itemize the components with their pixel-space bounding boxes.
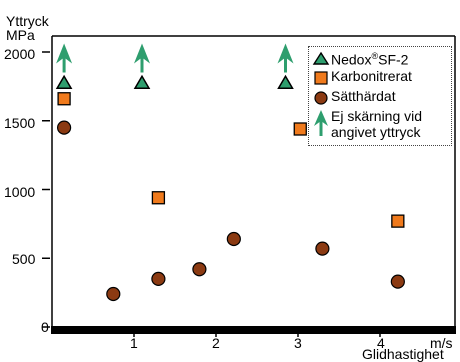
- square-marker: [391, 214, 405, 228]
- arrow-up-marker-shaft: [284, 56, 287, 73]
- arrow-up-marker-shaft: [62, 56, 66, 73]
- legend-label-nedox-suffix: SF-2: [378, 51, 409, 68]
- y-tick-label-0: 0: [41, 319, 49, 335]
- triangle-marker-icon: [312, 51, 330, 65]
- x-tick-label-1: 1: [130, 335, 138, 351]
- arrow-up-marker-shaft: [140, 56, 144, 73]
- circle-marker: [106, 286, 121, 302]
- legend: Nedox®SF-2 Karbonitrerat Sätthärdat Ej s…: [308, 46, 452, 146]
- y-tick-label-1500: 1500: [4, 115, 36, 131]
- circle-marker: [151, 271, 166, 286]
- legend-label-nedox: Nedox: [331, 51, 372, 68]
- y-tick-label-2000: 2000: [4, 46, 36, 62]
- triangle-marker: [55, 74, 73, 89]
- legend-label-nedox-superscript: ®: [371, 51, 379, 61]
- x-tick-label-4: 4: [377, 335, 385, 351]
- x-tick-label-3: 3: [294, 335, 302, 351]
- data-points: [55, 43, 405, 302]
- legend-label-satthardat: Sätthärdat: [331, 88, 396, 104]
- legend-item-nedox: Nedox®SF-2: [309, 47, 453, 67]
- triangle-marker: [133, 74, 151, 89]
- circle-marker: [56, 120, 72, 135]
- x-tick-label-2: 2: [212, 335, 220, 351]
- y-axis-label-line-2: MPa: [6, 27, 35, 43]
- square-marker: [293, 122, 307, 136]
- axes: [42, 35, 456, 337]
- arrow-up-marker-icon: [314, 110, 328, 136]
- arrow-up-marker: [56, 43, 73, 64]
- square-marker: [57, 92, 71, 106]
- legend-label-ej-skarning-line-1: Ej skärning vid: [331, 108, 423, 124]
- x-axis-unit: m/s: [430, 335, 453, 351]
- x-axis-bar: [51, 326, 456, 334]
- arrow-up-marker: [134, 43, 150, 64]
- circle-marker: [226, 231, 241, 247]
- circle-marker: [315, 241, 330, 256]
- y-tick-label-1000: 1000: [4, 184, 36, 200]
- square-marker: [151, 191, 166, 205]
- x-axis-label: Glidhastighet: [362, 346, 444, 362]
- square-marker-icon: [314, 71, 328, 85]
- circle-marker: [390, 274, 405, 289]
- circle-marker: [192, 262, 207, 277]
- legend-label-karbonitrerat: Karbonitrerat: [331, 68, 412, 84]
- legend-item-satthardat: Sätthärdat: [309, 87, 453, 107]
- y-tick-label-500: 500: [12, 251, 36, 267]
- legend-label-ej-skarning-line-2: angivet yttryck: [331, 124, 421, 140]
- y-axis-label-line-1: Yttryck: [6, 13, 49, 29]
- legend-item-karbonitrerat: Karbonitrerat: [309, 67, 453, 87]
- arrow-up-marker: [277, 43, 294, 64]
- circle-marker-icon: [314, 91, 328, 105]
- legend-item-ej-skarning: Ej skärning vid angivet yttryck: [309, 107, 453, 145]
- triangle-marker: [277, 74, 294, 89]
